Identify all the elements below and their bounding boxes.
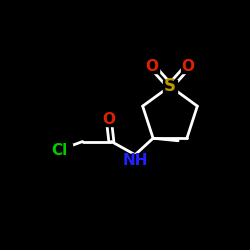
Text: Cl: Cl: [52, 143, 68, 158]
Text: S: S: [164, 77, 176, 95]
Text: O: O: [102, 112, 115, 127]
Bar: [181, 60, 195, 73]
Text: O: O: [146, 59, 158, 74]
Text: O: O: [182, 59, 194, 74]
Bar: [123, 154, 147, 167]
Bar: [102, 113, 116, 126]
Bar: [145, 60, 159, 73]
Text: NH: NH: [122, 153, 148, 168]
Bar: [48, 144, 72, 157]
Bar: [163, 80, 177, 93]
